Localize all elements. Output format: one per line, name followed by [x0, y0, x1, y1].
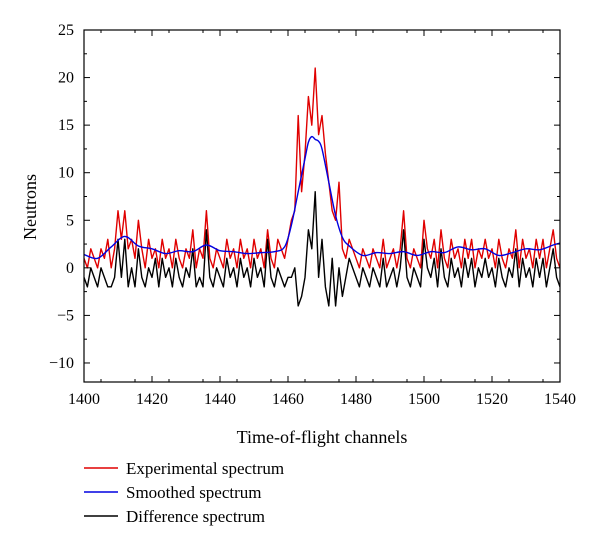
x-axis-label: Time-of-flight channels — [237, 427, 408, 447]
x-tick-label: 1480 — [340, 391, 372, 408]
x-tick-label: 1400 — [68, 391, 100, 408]
axes: 1400 1420 1440 1460 1480 1500 1520 1540−10−5051… — [49, 22, 576, 408]
y-tick-label: −5 — [57, 307, 74, 324]
y-tick-label: 20 — [58, 70, 74, 87]
y-tick-label: 5 — [66, 212, 74, 229]
x-tick-label: 1500 — [408, 391, 440, 408]
series-smoothed-spectrum-line — [84, 135, 560, 260]
plot-content — [84, 67, 560, 307]
x-tick-label: 1540 — [544, 391, 576, 408]
y-tick-label: 15 — [58, 117, 74, 134]
plot-frame — [83, 29, 561, 383]
series-experimental-spectrum-line — [84, 67, 560, 269]
x-tick-label: 1440 — [204, 391, 236, 408]
y-tick-label: 25 — [58, 22, 74, 39]
series-difference-spectrum-line — [84, 191, 560, 307]
y-axis-label: Neutrons — [20, 174, 40, 240]
x-tick-label: 1420 — [136, 391, 168, 408]
legend-label-experimental-spectrum: Experimental spectrum — [126, 459, 284, 478]
legend-label-difference-spectrum: Difference spectrum — [126, 507, 265, 526]
y-tick-label: −10 — [49, 355, 74, 372]
legend: Experimental spectrum Smoothed spectrum Di… — [84, 459, 284, 526]
x-tick-label: 1520 — [476, 391, 508, 408]
x-tick-label: 1460 — [272, 391, 304, 408]
y-tick-label: 0 — [66, 260, 74, 277]
legend-label-smoothed-spectrum: Smoothed spectrum — [126, 483, 262, 502]
y-tick-label: 10 — [58, 165, 74, 182]
